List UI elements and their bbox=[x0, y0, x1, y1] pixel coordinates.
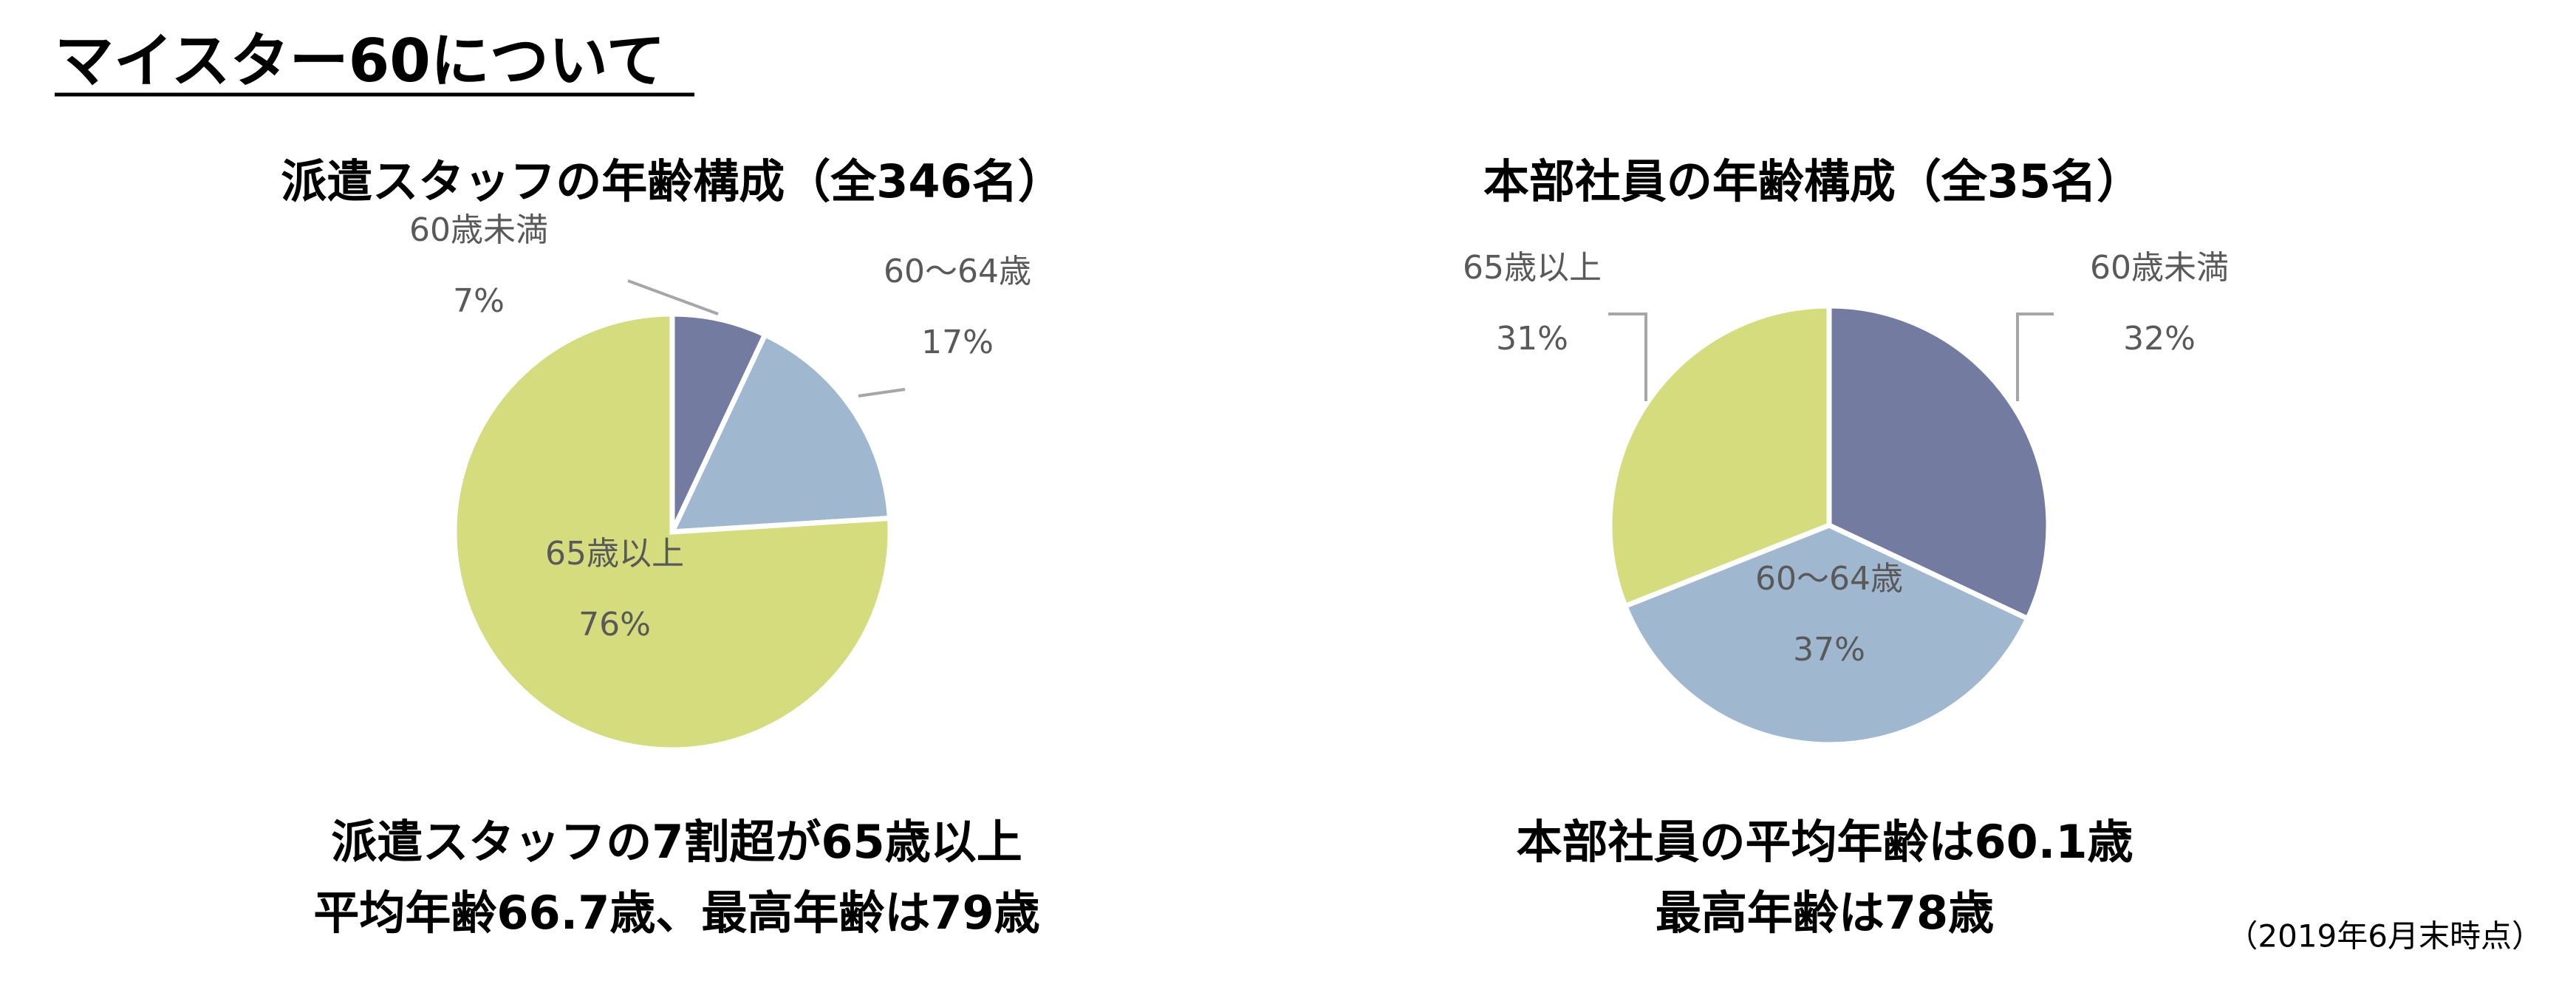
pie-slice bbox=[451, 311, 893, 753]
slice-value-label: 7% bbox=[453, 282, 505, 320]
leader-line bbox=[1608, 313, 1647, 401]
caption: 本部社員の平均年齢は60.1歳 bbox=[1517, 815, 2133, 869]
pie-slice bbox=[668, 331, 893, 535]
pie-slice bbox=[1607, 303, 1832, 609]
pie-slice bbox=[1622, 522, 2032, 748]
footnote: （2019年6月末時点） bbox=[2227, 918, 2543, 955]
slice-category: 60〜64歳 bbox=[884, 253, 1031, 290]
slice-category: 60歳未満 bbox=[409, 211, 548, 249]
caption: 平均年齢66.7歳、最高年齢は79歳 bbox=[313, 886, 1039, 940]
slice-category: 65歳以上 bbox=[545, 535, 684, 573]
caption: 最高年齢は78歳 bbox=[1656, 886, 1994, 940]
pie-slice bbox=[1826, 303, 2051, 623]
slice-value-label: 17% bbox=[921, 324, 994, 361]
page-title: マイスター60について bbox=[55, 27, 666, 95]
leader-line bbox=[627, 279, 719, 315]
slice-category: 60〜64歳 bbox=[1755, 560, 1903, 598]
slice-value-label: 31% bbox=[1496, 320, 1568, 358]
slice-value-label: 76% bbox=[578, 606, 651, 643]
leader-line bbox=[858, 388, 906, 397]
caption: 派遣スタッフの7割超が65歳以上 bbox=[331, 815, 1022, 869]
slice-value-label: 37% bbox=[1793, 631, 1865, 669]
chart-title: 本部社員の年齢構成（全35名） bbox=[1483, 154, 2142, 208]
chart-title: 派遣スタッフの年齢構成（全346名） bbox=[281, 154, 1063, 208]
leader-line bbox=[2016, 313, 2054, 401]
slice-value-label: 32% bbox=[2123, 320, 2196, 358]
slice-category: 60歳未満 bbox=[2090, 249, 2229, 287]
slice-category: 65歳以上 bbox=[1463, 249, 1602, 287]
